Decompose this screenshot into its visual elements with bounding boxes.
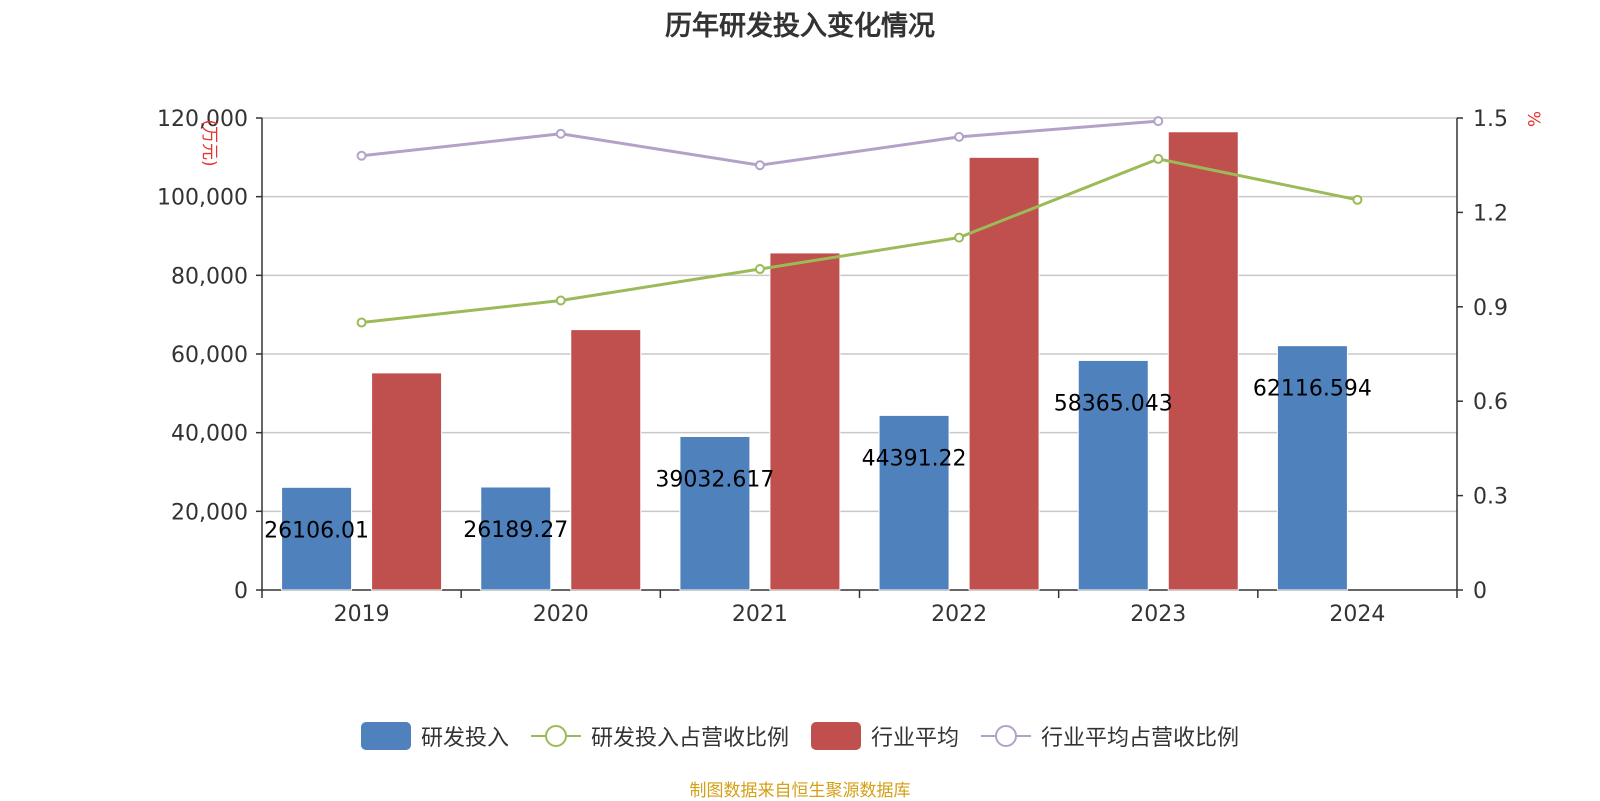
y-right-tick-label: 0.9 <box>1473 296 1508 321</box>
y-right-tick-label: 0 <box>1473 579 1487 604</box>
bar-data-label: 39032.617 <box>655 467 774 492</box>
y-right-tick-label: 0.3 <box>1473 485 1508 510</box>
point-研发投入占营收比例 <box>1153 153 1164 164</box>
legend-label: 研发投入 <box>420 726 509 751</box>
point-研发投入占营收比例 <box>1352 194 1363 205</box>
bar-data-label: 44391.22 <box>862 446 967 471</box>
legend-swatch <box>811 722 861 750</box>
y-right-tick-label: 1.5 <box>1473 107 1508 132</box>
bar-data-label: 26189.27 <box>463 518 568 543</box>
chart-title: 历年研发投入变化情况 <box>665 11 935 42</box>
point-行业平均占营收比例 <box>954 131 965 142</box>
bar-data-label: 26106.01 <box>264 518 369 543</box>
legend-item[interactable]: 研发投入占营收比例 <box>530 720 789 752</box>
y-left-tick-label: 100,000 <box>157 186 248 211</box>
legend-swatch <box>981 725 1032 747</box>
bar-行业平均 <box>968 156 1040 591</box>
bar-data-label: 62116.594 <box>1253 377 1372 402</box>
legend-label: 研发投入占营收比例 <box>590 726 789 751</box>
point-行业平均占营收比例 <box>754 160 765 171</box>
y-left-tick-label: 60,000 <box>171 343 248 368</box>
x-tick-label: 2020 <box>533 602 589 627</box>
bar-行业平均 <box>1167 131 1239 591</box>
y-left-tick-label: 0 <box>234 579 248 604</box>
x-tick-label: 2022 <box>931 602 987 627</box>
point-行业平均占营收比例 <box>1153 116 1164 127</box>
bar-研发投入 <box>878 414 950 591</box>
bar-研发投入 <box>480 486 552 591</box>
bar-研发投入 <box>281 486 353 591</box>
legend-swatch <box>530 725 581 747</box>
bar-研发投入 <box>1276 345 1348 591</box>
y-left-axis-label: (万元) <box>199 119 219 166</box>
legend-swatch <box>360 722 411 750</box>
line-研发投入占营收比例 <box>361 157 1358 325</box>
point-研发投入占营收比例 <box>555 295 566 306</box>
bar-研发投入 <box>1077 359 1149 591</box>
y-right-tick-label: 1.2 <box>1473 201 1508 226</box>
legend: 研发投入 研发投入占营收比例 行业平均 行业平均占营收比例 <box>0 720 1600 752</box>
y-left-tick-label: 20,000 <box>171 500 248 525</box>
point-行业平均占营收比例 <box>356 150 367 161</box>
point-研发投入占营收比例 <box>754 264 765 275</box>
source-note: 制图数据来自恒生聚源数据库 <box>689 781 911 801</box>
y-left-tick-label: 40,000 <box>171 422 248 447</box>
y-left-tick-label: 120,000 <box>157 107 248 132</box>
x-tick-label: 2021 <box>732 602 788 627</box>
bar-data-label: 58365.043 <box>1054 391 1173 416</box>
x-tick-label: 2024 <box>1329 602 1385 627</box>
point-研发投入占营收比例 <box>954 232 965 243</box>
legend-item[interactable]: 研发投入 <box>360 720 509 752</box>
point-研发投入占营收比例 <box>356 317 367 328</box>
legend-item[interactable]: 行业平均占营收比例 <box>981 720 1239 752</box>
legend-item[interactable]: 行业平均 <box>811 720 959 752</box>
y-left-tick-label: 80,000 <box>171 264 248 289</box>
point-行业平均占营收比例 <box>555 128 566 139</box>
bar-研发投入 <box>679 435 751 591</box>
y-right-axis-label: % <box>1523 111 1543 127</box>
legend-label: 行业平均占营收比例 <box>1041 726 1240 751</box>
x-tick-label: 2023 <box>1130 602 1186 627</box>
x-tick-label: 2019 <box>334 602 390 627</box>
y-right-tick-label: 0.6 <box>1473 390 1508 415</box>
bar-行业平均 <box>769 252 841 591</box>
bar-行业平均 <box>570 329 642 591</box>
legend-label: 行业平均 <box>871 726 960 751</box>
bar-行业平均 <box>371 372 443 591</box>
